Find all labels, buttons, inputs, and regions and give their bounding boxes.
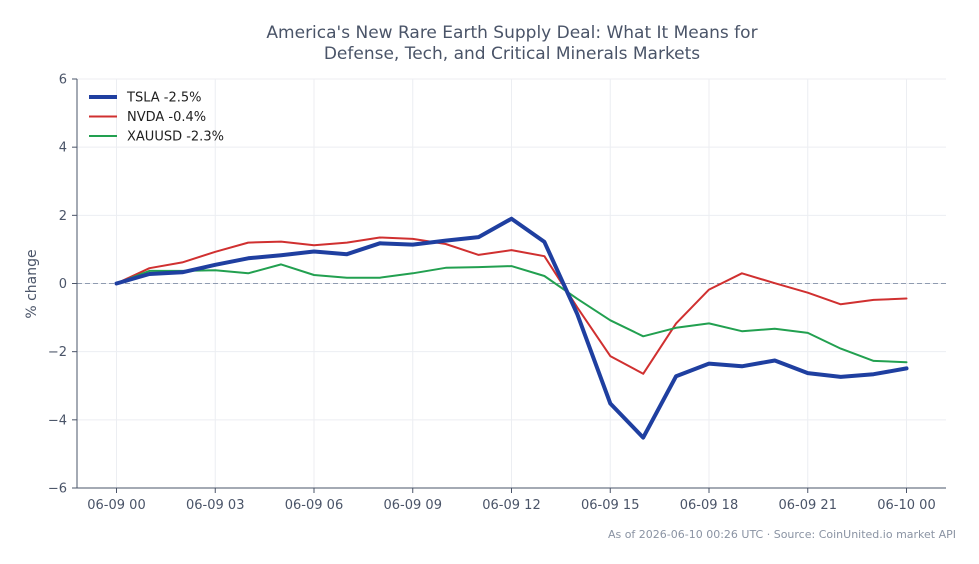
y-axis-ticks: −6 −4 −2 0 2 4 6 [48, 73, 77, 497]
footer-note: As of 2026-06-10 00:26 UTC · Source: Coi… [608, 528, 956, 541]
chart-title-line-1: America's New Rare Earth Supply Deal: Wh… [266, 23, 757, 43]
legend-label: NVDA -0.4% [127, 110, 206, 125]
series-line-tsla [114, 216, 909, 440]
y-axis-label: % change [24, 249, 40, 318]
series-lines [114, 216, 909, 440]
x-tick-label: 06-09 00 [87, 498, 145, 513]
x-tick-label: 06-09 03 [186, 498, 244, 513]
y-tick-label: 4 [59, 141, 67, 156]
y-tick-label: −6 [48, 482, 67, 497]
x-tick-label: 06-09 21 [779, 498, 837, 513]
y-tick-label: 6 [59, 73, 67, 88]
y-tick-label: −2 [48, 345, 67, 360]
x-tick-label: 06-09 09 [384, 498, 442, 513]
x-tick-label: 06-09 06 [285, 498, 343, 513]
x-axis-ticks: 06-09 00 06-09 03 06-09 06 06-09 09 06-09 12… [87, 488, 936, 513]
x-tick-label: 06-10 00 [877, 498, 935, 513]
series-line-nvda [115, 236, 908, 375]
x-tick-label: 06-09 15 [581, 498, 639, 513]
y-tick-label: −4 [48, 413, 67, 428]
legend-label: XAUUSD -2.3% [127, 130, 224, 145]
series-line-xauusd [115, 263, 908, 364]
chart-title-line-2: Defense, Tech, and Critical Minerals Mar… [324, 44, 700, 64]
legend-label: TSLA -2.5% [126, 91, 201, 106]
x-tick-label: 06-09 12 [482, 498, 540, 513]
y-tick-label: 0 [59, 277, 67, 292]
legend: TSLA -2.5% NVDA -0.4% XAUUSD -2.3% [89, 91, 224, 145]
x-tick-label: 06-09 18 [680, 498, 738, 513]
y-tick-label: 2 [59, 209, 67, 224]
